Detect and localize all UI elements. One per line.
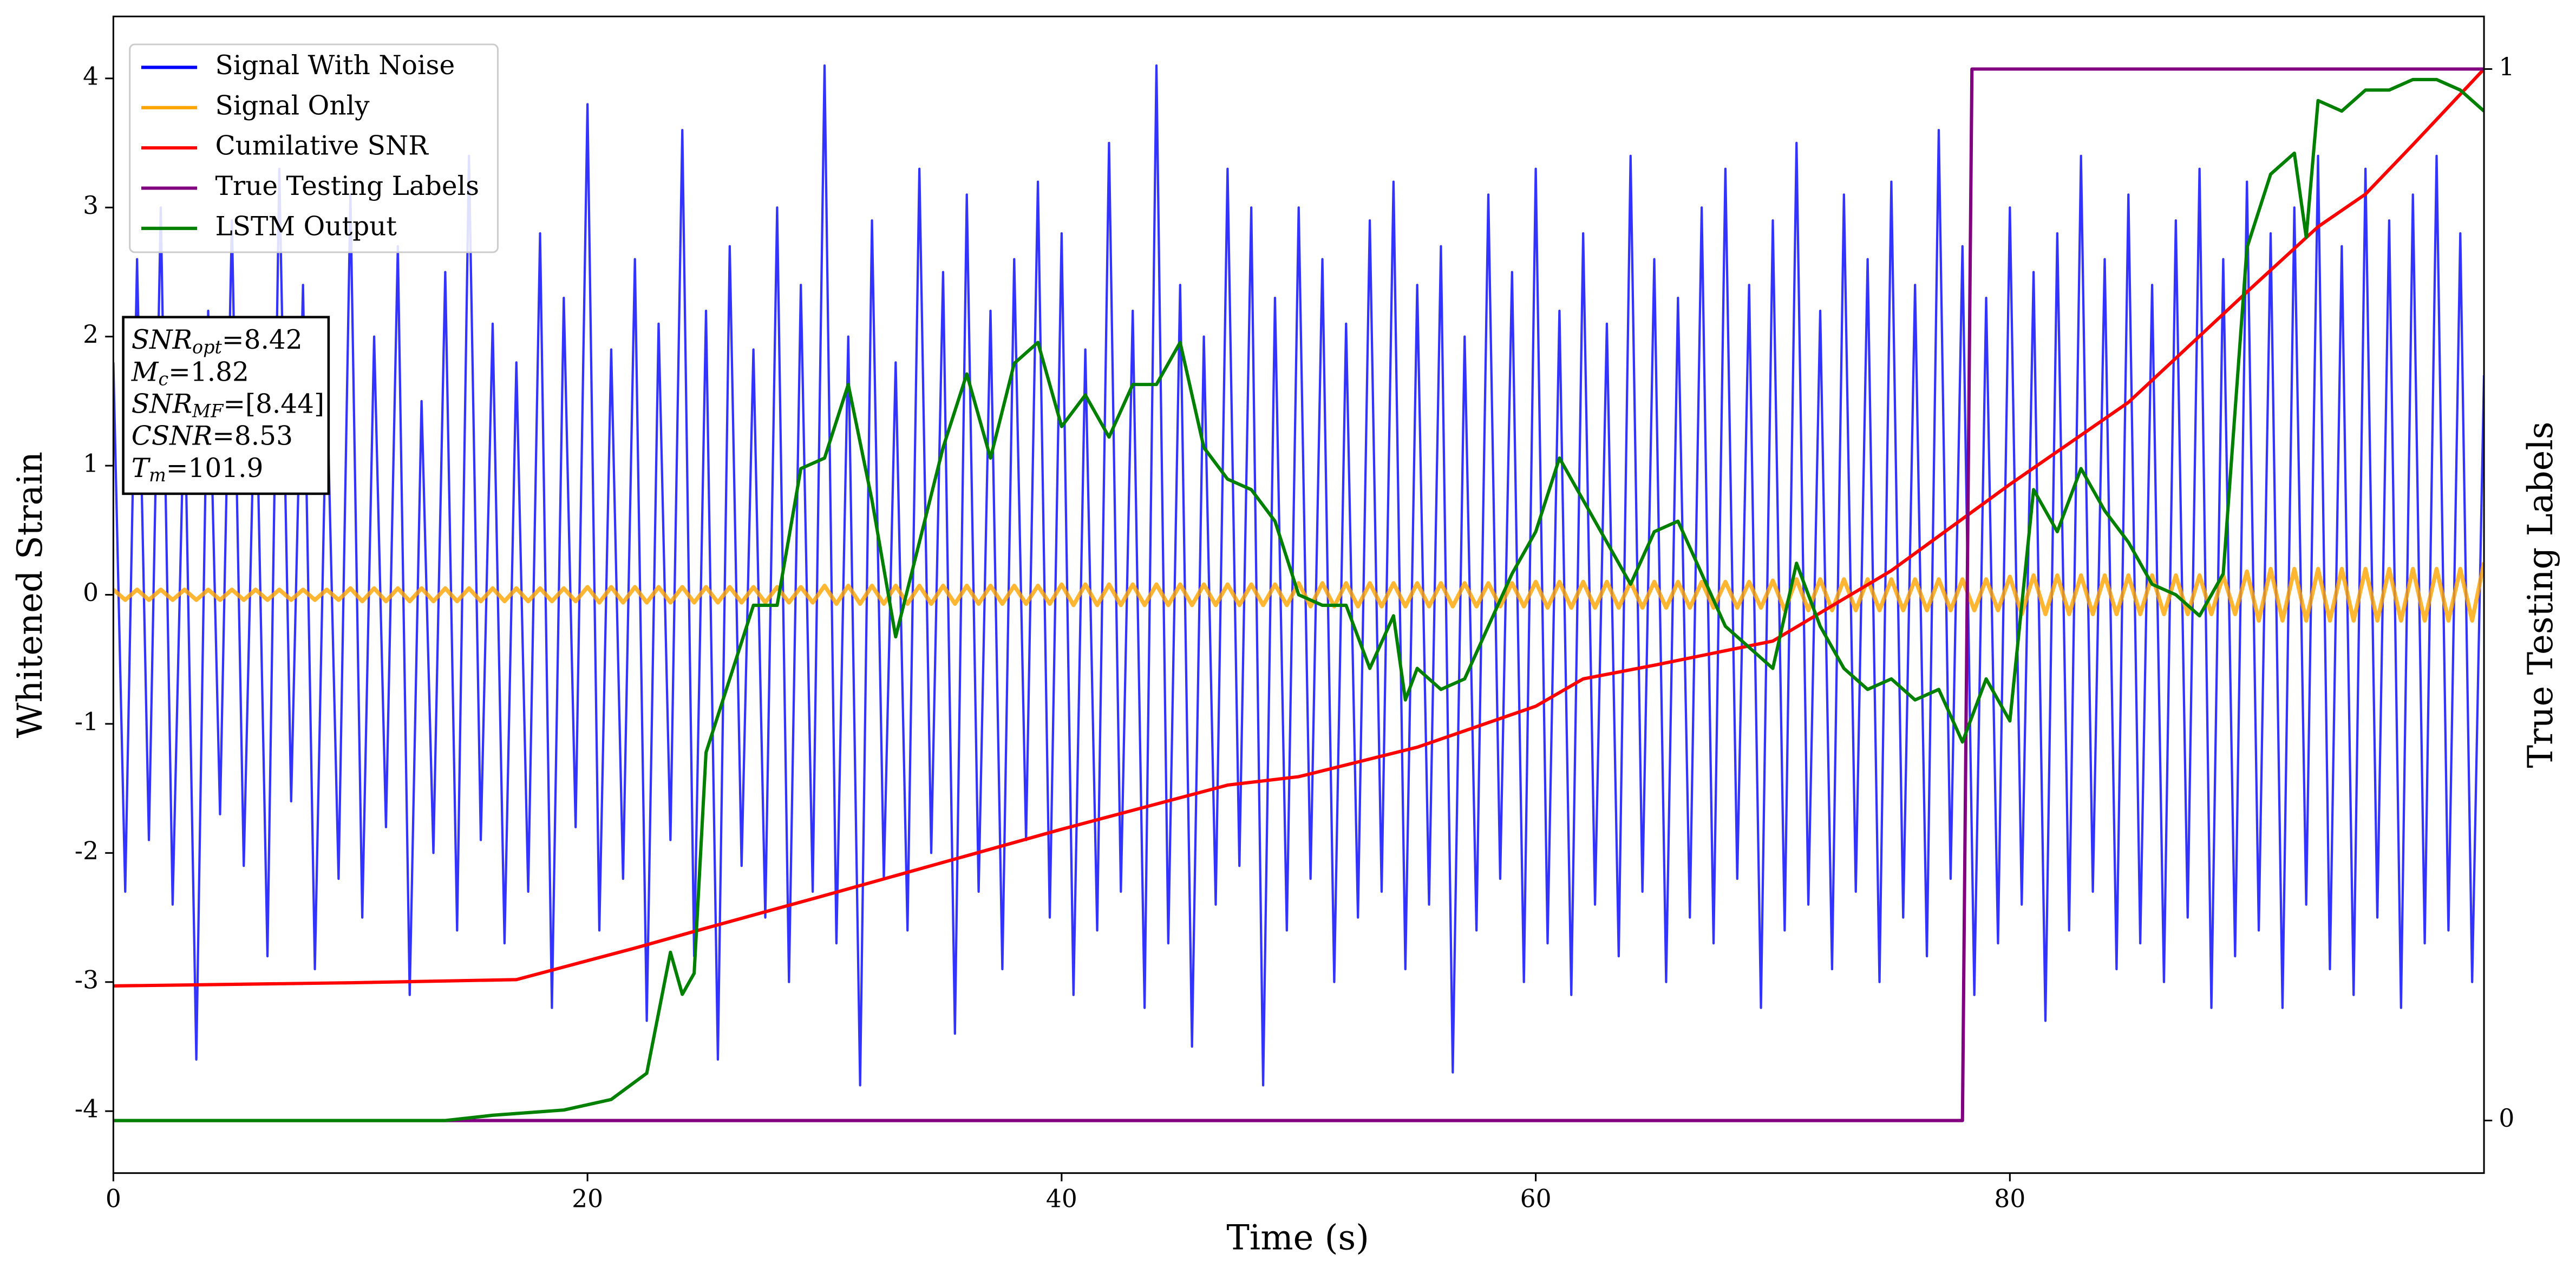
legend-label: True Testing Labels	[215, 171, 480, 201]
legend-label: Signal Only	[215, 90, 370, 121]
y-tick-label: 2	[83, 320, 99, 349]
annotation-var: T	[132, 453, 151, 483]
annotation-var: CSNR	[132, 421, 212, 451]
annotation: Mc=1.82	[131, 357, 249, 390]
x-axis-label: Time (s)	[1226, 1218, 1369, 1258]
annotation-sub: opt	[192, 336, 222, 357]
annotation-sub: m	[149, 465, 166, 486]
series-line	[113, 67, 2485, 1122]
y2-tick-label: 0	[2499, 1104, 2514, 1133]
annotation-sub: c	[158, 369, 168, 390]
annotation-sub: MF	[192, 401, 224, 422]
annotation-text: =101.9	[166, 453, 264, 483]
annotation-text: =[8.44]	[223, 389, 324, 419]
annotation-box	[122, 316, 330, 495]
series-line	[113, 68, 2485, 988]
x-tick-label: 80	[1994, 1185, 2025, 1213]
legend-label: Cumilative SNR	[215, 131, 429, 161]
annotation-text: =8.42	[222, 325, 303, 355]
series-line	[113, 562, 2485, 623]
x-tick-label: 0	[106, 1185, 121, 1213]
annotation: CSNR=8.53	[132, 421, 293, 451]
legend-label: Signal With Noise	[215, 50, 455, 81]
x-tick-label: 60	[1520, 1185, 1552, 1213]
x-tick-label: 20	[572, 1185, 603, 1213]
annotation-text: =1.82	[168, 357, 249, 387]
annotation-var: SNR	[132, 389, 192, 419]
y-tick-label: -4	[75, 1095, 99, 1123]
y-axis-label: Whitened Strain	[10, 452, 50, 738]
series-line	[113, 77, 2485, 1122]
y-tick-label: -2	[75, 837, 99, 865]
annotation: Tm=101.9	[132, 453, 264, 486]
annotation-var: M	[131, 357, 159, 387]
y2-tick-label: 1	[2499, 53, 2514, 81]
legend-box	[129, 43, 499, 253]
annotation: SNRMF=[8.44]	[132, 389, 324, 422]
y-tick-label: 3	[83, 191, 99, 220]
y-tick-label: 4	[83, 62, 99, 90]
y-tick-label: -3	[75, 965, 99, 994]
y2-axis-label: True Testing Labels	[2521, 422, 2561, 768]
legend-label: LSTM Output	[215, 211, 397, 241]
y-tick-label: -1	[75, 707, 99, 736]
x-tick-label: 40	[1046, 1185, 1077, 1213]
series-line	[113, 64, 2485, 1087]
annotation: SNRopt=8.42	[132, 325, 303, 358]
y-tick-label: 0	[83, 578, 99, 607]
y-tick-label: 1	[83, 449, 99, 478]
annotation-text: =8.53	[212, 421, 293, 451]
annotation-var: SNR	[132, 325, 192, 355]
